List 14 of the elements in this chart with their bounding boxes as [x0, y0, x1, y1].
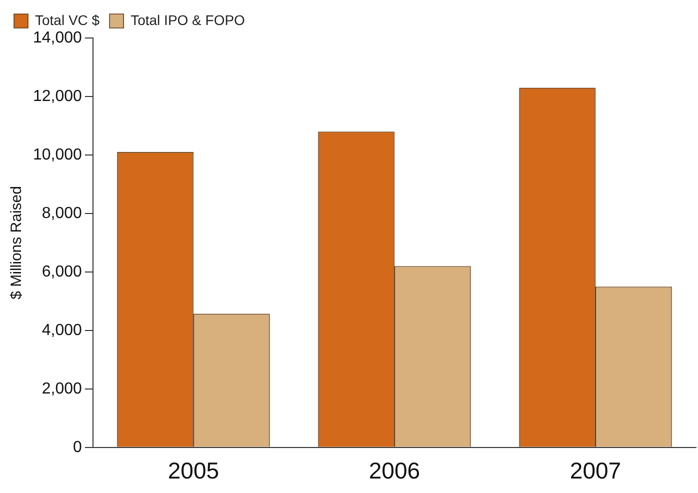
y-tick-label: 0	[73, 438, 82, 456]
y-tick-label: 8,000	[42, 204, 82, 222]
y-tick-label: 4,000	[42, 322, 82, 339]
x-tick-label: 2005	[168, 458, 220, 484]
y-tick-label: 2,000	[42, 380, 82, 398]
y-tick-label: 14,000	[33, 29, 82, 46]
x-tick-label: 2006	[368, 458, 420, 484]
x-tick-label: 2007	[570, 458, 622, 484]
y-tick-label: 12,000	[33, 88, 82, 105]
y-tick-label: 6,000	[42, 263, 82, 280]
y-tick-label: 10,000	[33, 146, 82, 164]
y-axis-title: $ Millions Raised	[8, 186, 26, 300]
legend-label: Total IPO & FOPO	[130, 12, 246, 28]
legend-label: Total VC $	[35, 12, 100, 28]
